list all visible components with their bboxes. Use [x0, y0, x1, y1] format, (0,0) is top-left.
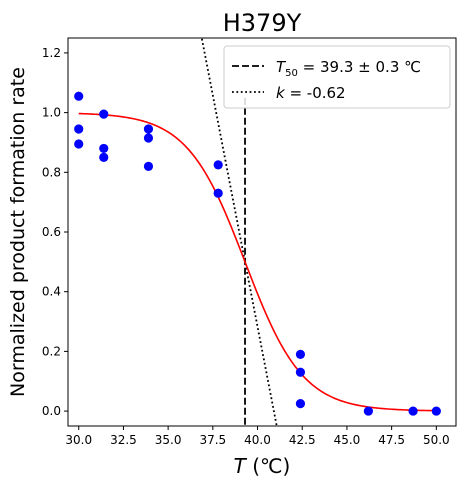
y-tick-label: 0.4: [42, 285, 61, 299]
x-axis-label: T (℃): [234, 454, 291, 478]
data-point: [99, 152, 109, 162]
y-axis-label: Normalized product formation rate: [7, 67, 29, 397]
x-axis: 30.0 32.5 35.0 37.5 40.0 42.5 45.0 47.5 50.0: [65, 426, 450, 447]
y-tick-label: 1.0: [42, 106, 61, 120]
data-point: [295, 367, 306, 377]
chart-title: H379Y: [223, 9, 302, 37]
x-tick-label: 50.0: [423, 433, 450, 447]
legend: T50 = 39.3 ± 0.3 ℃ k = -0.62: [223, 45, 451, 109]
data-point: [74, 139, 84, 149]
data-point: [213, 160, 223, 170]
y-tick-label: 0.6: [42, 225, 61, 239]
data-point: [143, 124, 154, 134]
x-tick-label: 47.5: [378, 433, 405, 447]
x-tick-label: 32.5: [110, 433, 137, 447]
y-tick-label: 0.8: [42, 165, 61, 179]
data-point: [99, 109, 109, 119]
y-tick-label: 1.2: [42, 46, 61, 60]
data-point: [431, 406, 441, 416]
legend-box: [223, 45, 451, 109]
data-point: [143, 161, 154, 171]
y-axis: 0.0 0.2 0.4 0.6 0.8 1.0 1.2: [42, 46, 68, 418]
legend-entry-label: T50 = 39.3 ± 0.3 ℃: [276, 58, 421, 79]
data-point: [74, 124, 84, 134]
data-point: [99, 143, 109, 154]
data-point: [143, 133, 154, 143]
legend-entry-label: k = -0.62: [276, 84, 346, 102]
data-point: [408, 406, 418, 416]
data-point: [295, 349, 306, 359]
data-point: [363, 406, 373, 416]
fit-curve: [78, 112, 437, 412]
y-tick-label: 0.0: [42, 404, 61, 418]
x-tick-label: 30.0: [65, 433, 92, 447]
data-point: [213, 188, 223, 198]
x-tick-label: 35.0: [155, 433, 182, 447]
x-tick-label: 42.5: [289, 433, 316, 447]
x-tick-label: 45.0: [334, 433, 361, 447]
y-tick-label: 0.2: [42, 344, 61, 358]
data-point: [295, 399, 306, 409]
data-point: [74, 91, 84, 101]
x-tick-label: 37.5: [199, 433, 226, 447]
x-tick-label: 40.0: [244, 433, 271, 447]
